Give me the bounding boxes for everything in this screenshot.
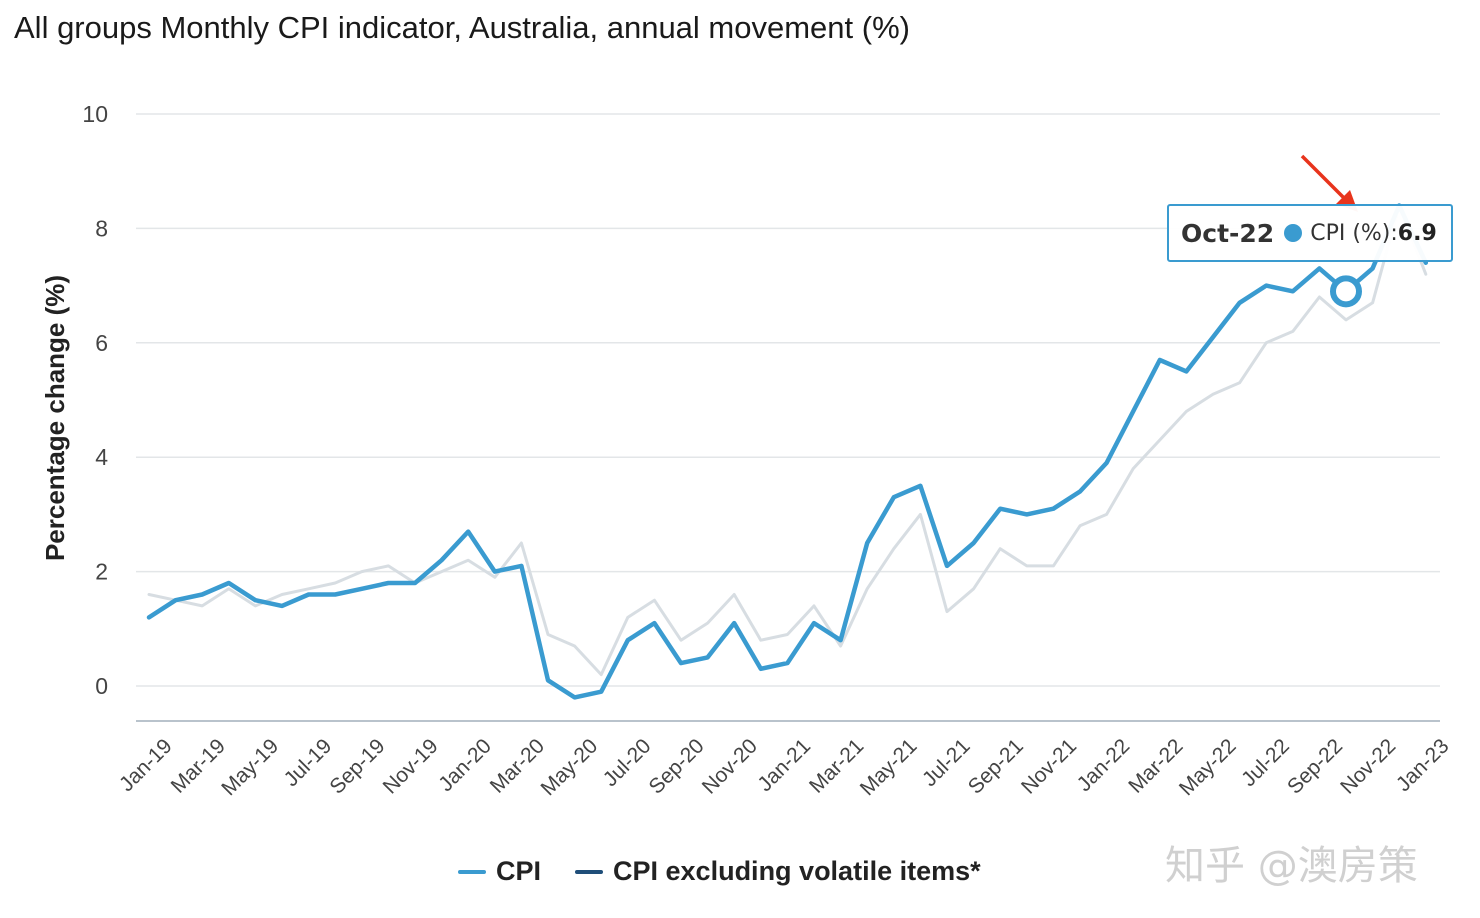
legend-swatch-cpi [458,869,486,874]
chart-title: All groups Monthly CPI indicator, Austra… [14,10,910,45]
x-tick-label: Nov-19 [379,734,443,798]
y-tick-label: 6 [95,330,108,356]
series-line-cpi-excluding-volatile[interactable] [147,204,1428,677]
tooltip-series-dot [1284,224,1303,242]
y-tick-label: 8 [95,215,108,241]
x-tick-label: May-19 [217,734,283,800]
tooltip-series-name: CPI (%): [1310,220,1398,246]
y-tick-label: 4 [95,444,108,470]
x-tick-label: Jan-23 [1392,734,1454,796]
x-tick-label: Sep-21 [964,734,1028,798]
x-tick-label: Nov-20 [698,734,762,798]
x-tick-label: Sep-19 [325,734,389,798]
legend: CPI CPI excluding volatile items* [458,856,1015,887]
grid-lines [136,113,1440,687]
y-tick-label: 10 [82,101,108,127]
y-axis-ticks: 0 2 4 6 8 10 [82,101,108,699]
legend-label-cpi-excl: CPI excluding volatile items* [613,856,981,886]
x-axis-ticks: Jan-19Mar-19May-19Jul-19Sep-19Nov-19Jan-… [115,734,1453,800]
series-line-cpi[interactable] [146,203,1429,700]
x-tick-label: Sep-22 [1283,734,1347,798]
tooltip-category: Oct-22 [1181,218,1275,248]
x-tick-label: Nov-22 [1336,734,1400,798]
legend-label-cpi: CPI [496,856,542,886]
y-axis-label: Percentage change (%) [40,275,70,561]
y-tick-label: 0 [95,673,108,699]
y-tick-label: 2 [95,559,108,585]
x-tick-label: Jan-19 [115,734,177,796]
arrow-shaft [1300,154,1348,202]
x-tick-label: Sep-20 [645,734,709,798]
x-tick-label: Jan-22 [1073,734,1135,796]
highlighted-point-oct-22[interactable] [1330,275,1362,308]
x-tick-label: May-22 [1175,734,1241,800]
highlight-layer [1330,275,1362,308]
x-tick-label: Jan-21 [753,734,815,796]
tooltip-value: 6.9 [1397,220,1437,246]
x-tick-label: Jan-20 [434,734,496,796]
data-tooltip: Oct-22 CPI (%): 6.9 [1167,204,1453,262]
series-layer [146,203,1429,700]
x-tick-label: May-20 [537,734,603,800]
legend-item-cpi[interactable]: CPI [458,856,541,887]
legend-item-cpi-excl[interactable]: CPI excluding volatile items* [575,856,981,887]
x-tick-label: May-21 [856,734,922,800]
watermark: 知乎 @澳房策 [1165,843,1418,889]
legend-swatch-cpi-excl [575,869,604,874]
x-tick-label: Nov-21 [1017,734,1081,798]
